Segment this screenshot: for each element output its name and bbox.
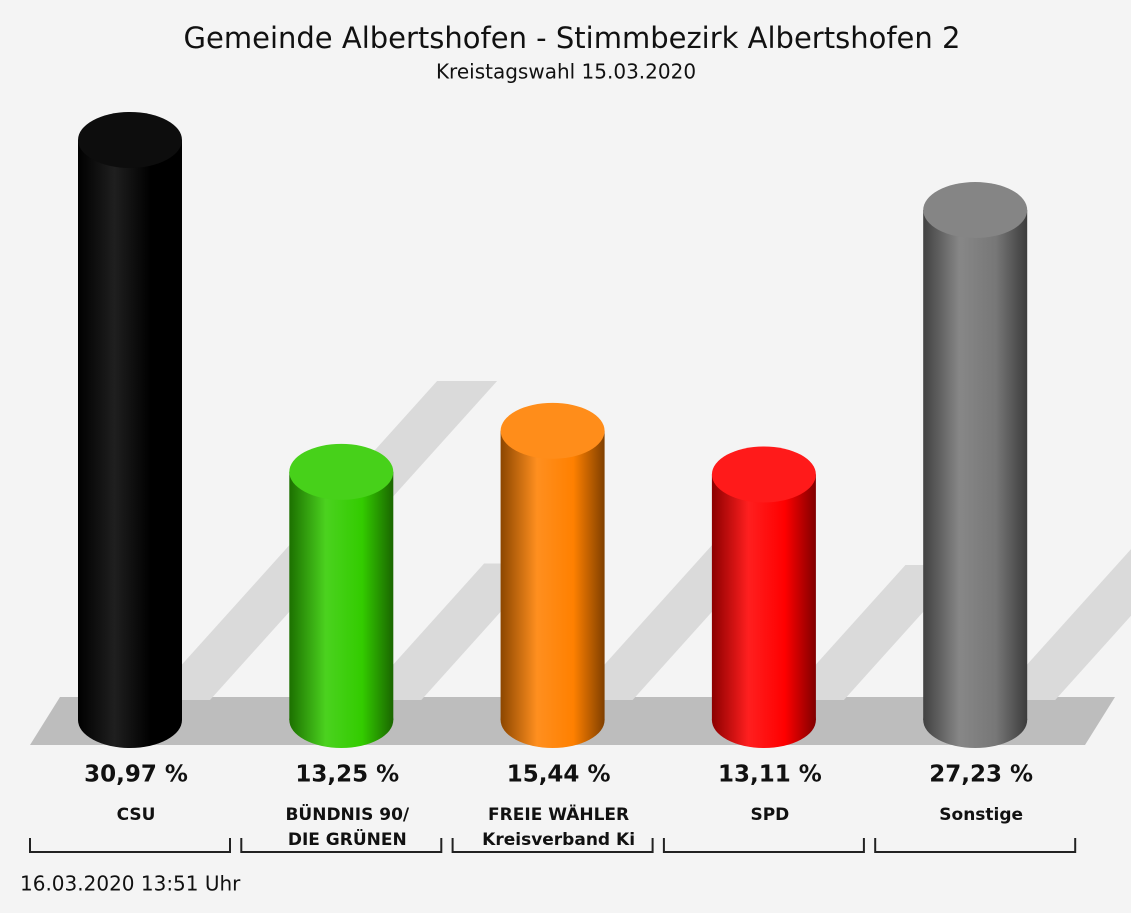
bar-top — [923, 182, 1028, 239]
x-tick-label: SPD — [750, 805, 790, 825]
value-label: 30,97 % — [84, 762, 188, 788]
bar-bottom — [500, 692, 605, 748]
bars — [78, 112, 1028, 748]
bar-top — [500, 402, 605, 459]
value-label: 15,44 % — [507, 762, 611, 788]
bar-top — [78, 112, 182, 168]
bar — [289, 471, 394, 720]
bracket — [874, 838, 1077, 853]
bar — [500, 430, 605, 720]
bar-top — [289, 443, 394, 500]
bar-bottom — [289, 692, 394, 748]
bar — [78, 140, 182, 720]
bracket — [240, 838, 443, 853]
x-tick-label: BÜNDNIS 90/ DIE GRÜNEN — [285, 805, 410, 850]
bar-shadow — [995, 549, 1131, 700]
bar-bottom — [78, 692, 182, 748]
footer: 16.03.2020 13:51 Uhr — [20, 872, 241, 896]
bracket — [662, 838, 865, 853]
bar-shadow — [783, 564, 966, 700]
bar-bottom — [923, 692, 1028, 748]
bar-shadow — [361, 563, 545, 700]
bracket — [29, 838, 231, 853]
bar — [923, 210, 1028, 720]
x-tick-label: CSU — [116, 805, 156, 825]
x-tick-label: FREIE WÄHLER Kreisverband Ki — [482, 805, 636, 850]
chart-subtitle: Kreistagswahl 15.03.2020 — [436, 60, 696, 84]
bar-bottom — [711, 692, 816, 748]
value-label: 13,25 % — [295, 762, 399, 788]
bar — [711, 474, 816, 720]
bar-top — [711, 446, 816, 503]
x-tick-label: Sonstige — [939, 805, 1024, 825]
value-label: 13,11 % — [718, 762, 822, 788]
chart-title: Gemeinde Albertshofen - Stimmbezirk Albe… — [184, 21, 961, 55]
value-label: 27,23 % — [929, 762, 1033, 788]
bracket — [451, 838, 654, 853]
